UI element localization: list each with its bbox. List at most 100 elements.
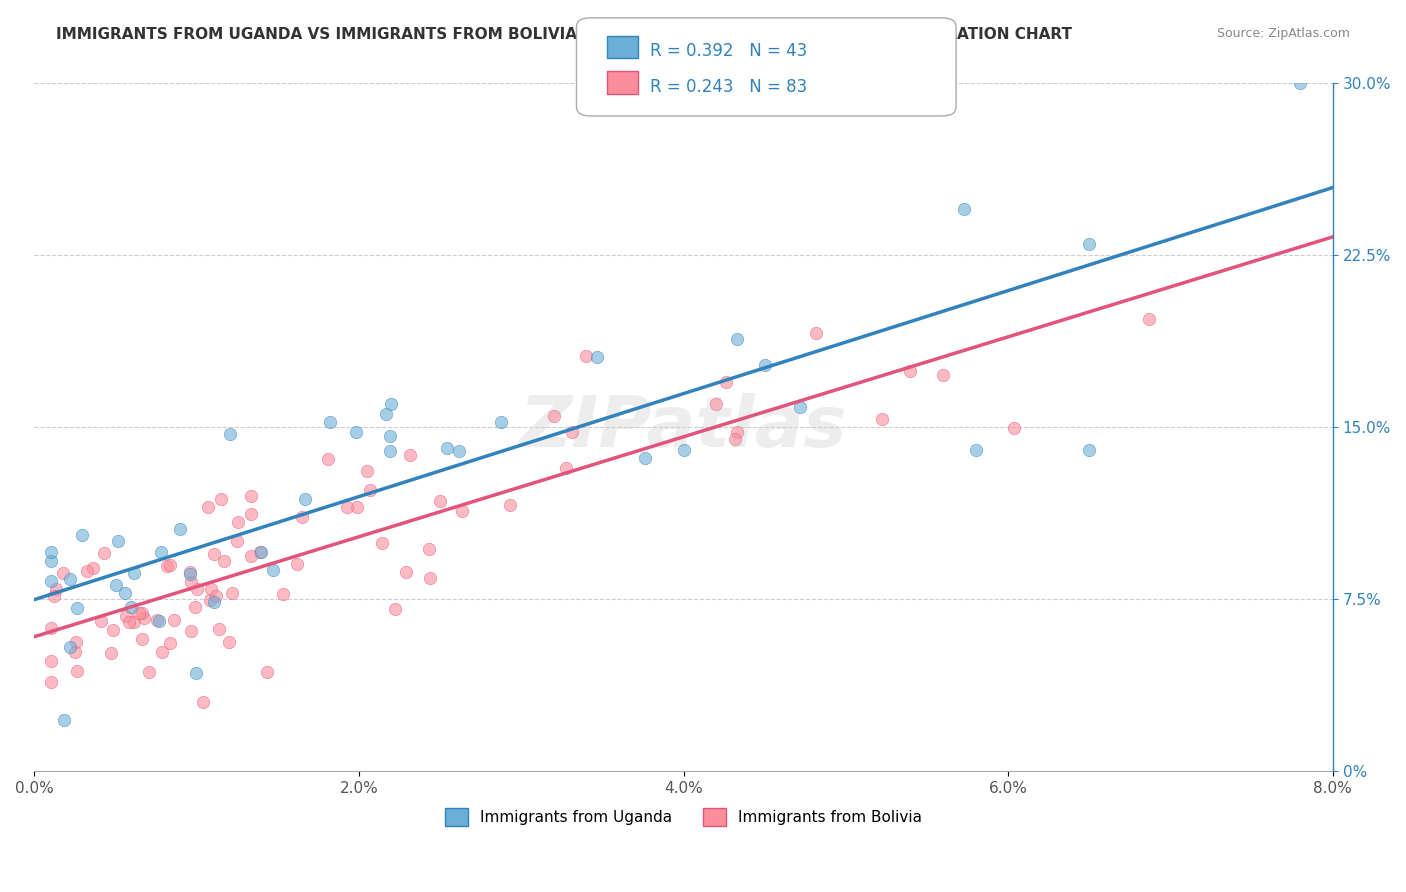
Immigrants from Bolivia [898, 364, 921, 378]
Immigrants from Bolivia [202, 547, 225, 561]
Immigrants from Uganda [114, 586, 136, 600]
Text: ZIPatlas: ZIPatlas [520, 392, 848, 462]
Immigrants from Bolivia [200, 582, 222, 596]
Immigrants from Bolivia [76, 564, 98, 578]
Immigrants from Bolivia [150, 645, 173, 659]
Immigrants from Bolivia [451, 503, 474, 517]
Immigrants from Uganda [39, 554, 62, 568]
Immigrants from Bolivia [197, 500, 219, 514]
Immigrants from Bolivia [336, 500, 359, 514]
Immigrants from Uganda [39, 545, 62, 559]
Immigrants from Bolivia [561, 425, 583, 439]
Text: R = 0.392   N = 43: R = 0.392 N = 43 [650, 42, 807, 60]
Immigrants from Bolivia [249, 545, 271, 559]
Immigrants from Bolivia [65, 645, 87, 659]
Immigrants from Bolivia [218, 634, 240, 648]
Immigrants from Uganda [380, 397, 402, 411]
Immigrants from Bolivia [555, 461, 578, 475]
Immigrants from Uganda [250, 545, 273, 559]
Immigrants from Bolivia [239, 549, 262, 563]
Immigrants from Bolivia [356, 464, 378, 478]
Immigrants from Bolivia [226, 515, 249, 529]
Immigrants from Bolivia [39, 674, 62, 689]
Immigrants from Bolivia [128, 606, 150, 620]
Immigrants from Uganda [318, 415, 340, 429]
Immigrants from Uganda [202, 595, 225, 609]
Immigrants from Uganda [436, 441, 458, 455]
Text: IMMIGRANTS FROM UGANDA VS IMMIGRANTS FROM BOLIVIA MARRIED-COUPLE FAMILY POVERTY : IMMIGRANTS FROM UGANDA VS IMMIGRANTS FRO… [56, 27, 1073, 42]
Immigrants from Bolivia [82, 560, 104, 574]
Immigrants from Bolivia [724, 432, 747, 446]
Immigrants from Bolivia [114, 609, 136, 624]
Immigrants from Uganda [634, 451, 657, 466]
Immigrants from Bolivia [271, 587, 294, 601]
Immigrants from Bolivia [45, 582, 67, 596]
Immigrants from Bolivia [399, 448, 422, 462]
Text: Source: ZipAtlas.com: Source: ZipAtlas.com [1216, 27, 1350, 40]
Immigrants from Bolivia [180, 624, 202, 638]
Immigrants from Bolivia [716, 375, 738, 389]
Immigrants from Bolivia [39, 654, 62, 668]
Immigrants from Uganda [179, 567, 201, 582]
Immigrants from Uganda [169, 522, 191, 536]
Immigrants from Uganda [1078, 236, 1101, 251]
Immigrants from Uganda [378, 444, 401, 458]
Immigrants from Bolivia [134, 610, 156, 624]
Immigrants from Bolivia [499, 498, 522, 512]
Immigrants from Bolivia [66, 664, 89, 678]
Immigrants from Bolivia [870, 412, 893, 426]
Immigrants from Bolivia [932, 368, 955, 382]
Immigrants from Uganda [70, 528, 93, 542]
Immigrants from Uganda [184, 666, 207, 681]
Immigrants from Bolivia [543, 409, 565, 423]
Immigrants from Bolivia [346, 500, 368, 515]
Immigrants from Uganda [1078, 443, 1101, 458]
Immigrants from Uganda [294, 491, 316, 506]
Immigrants from Uganda [754, 358, 776, 372]
Immigrants from Bolivia [205, 589, 228, 603]
Immigrants from Uganda [375, 407, 398, 421]
Immigrants from Bolivia [285, 557, 308, 571]
Immigrants from Uganda [965, 443, 987, 458]
Immigrants from Bolivia [183, 599, 205, 614]
Immigrants from Bolivia [138, 665, 160, 679]
Immigrants from Bolivia [198, 593, 221, 607]
Immigrants from Bolivia [239, 507, 262, 521]
Immigrants from Bolivia [225, 534, 247, 549]
Immigrants from Bolivia [146, 613, 169, 627]
Immigrants from Uganda [953, 202, 976, 216]
Immigrants from Bolivia [725, 425, 748, 440]
Immigrants from Bolivia [1002, 420, 1025, 434]
Immigrants from Bolivia [384, 601, 406, 615]
Immigrants from Bolivia [291, 509, 314, 524]
Immigrants from Uganda [1289, 77, 1312, 91]
Immigrants from Bolivia [118, 615, 141, 630]
Immigrants from Bolivia [209, 492, 232, 507]
Immigrants from Bolivia [93, 546, 115, 560]
Immigrants from Bolivia [186, 582, 208, 596]
Immigrants from Bolivia [256, 665, 278, 680]
Immigrants from Bolivia [371, 536, 394, 550]
Immigrants from Bolivia [394, 565, 416, 579]
Immigrants from Bolivia [806, 326, 828, 340]
Immigrants from Uganda [585, 350, 607, 364]
Immigrants from Bolivia [52, 566, 75, 580]
Immigrants from Uganda [789, 400, 811, 414]
Immigrants from Bolivia [122, 615, 145, 629]
Immigrants from Bolivia [704, 397, 727, 411]
Immigrants from Bolivia [159, 636, 181, 650]
Immigrants from Bolivia [159, 558, 181, 573]
Immigrants from Uganda [489, 415, 512, 429]
Immigrants from Bolivia [212, 554, 235, 568]
Immigrants from Bolivia [191, 696, 214, 710]
Immigrants from Bolivia [101, 624, 124, 638]
Immigrants from Bolivia [179, 565, 201, 579]
Immigrants from Bolivia [163, 613, 186, 627]
Immigrants from Bolivia [100, 646, 122, 660]
Immigrants from Bolivia [1137, 312, 1160, 326]
Immigrants from Bolivia [574, 349, 596, 363]
Immigrants from Uganda [262, 564, 284, 578]
Immigrants from Uganda [59, 640, 82, 654]
Immigrants from Bolivia [318, 452, 340, 467]
Immigrants from Uganda [344, 425, 367, 439]
